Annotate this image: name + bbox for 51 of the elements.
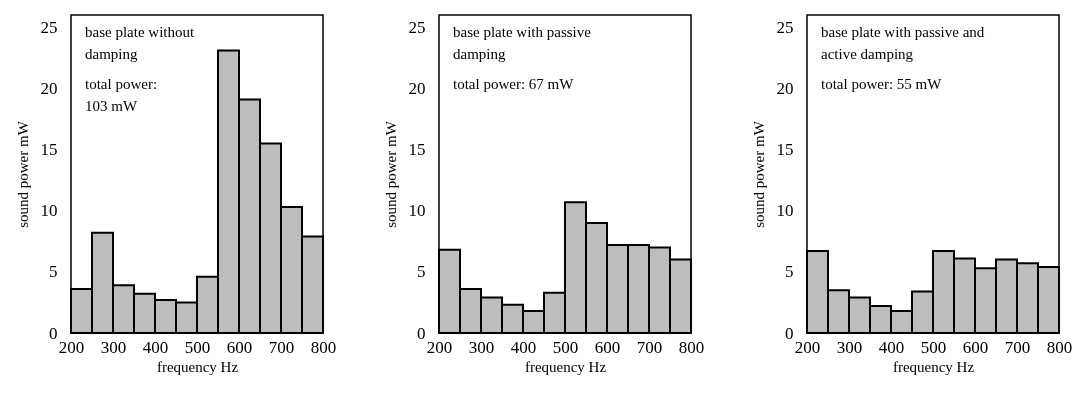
x-tick-label: 500 bbox=[920, 337, 947, 357]
y-tick-label: 15 bbox=[40, 140, 58, 160]
y-tick-label: 20 bbox=[408, 78, 426, 98]
x-axis-title: frequency Hz bbox=[892, 358, 975, 375]
annotation: total power: 55 mW bbox=[821, 76, 943, 92]
y-tick-label: 25 bbox=[408, 17, 426, 37]
x-tick-label: 700 bbox=[636, 337, 663, 357]
x-tick-label: 800 bbox=[678, 337, 705, 357]
x-tick-label: 700 bbox=[268, 337, 295, 357]
x-tick-label: 600 bbox=[962, 337, 989, 357]
x-tick-label: 800 bbox=[310, 337, 337, 357]
x-tick-label: 500 bbox=[552, 337, 579, 357]
y-tick-label: 0 bbox=[49, 323, 58, 343]
y-axis-title: sound power mW bbox=[14, 120, 31, 228]
y-tick-label: 20 bbox=[40, 78, 58, 98]
y-tick-label: 25 bbox=[776, 17, 794, 37]
x-tick-label: 300 bbox=[100, 337, 127, 357]
y-tick-label: 25 bbox=[40, 17, 58, 37]
y-tick-label: 0 bbox=[785, 323, 794, 343]
x-tick-label: 600 bbox=[226, 337, 253, 357]
x-tick-label: 400 bbox=[142, 337, 169, 357]
y-tick-label: 10 bbox=[40, 201, 58, 221]
y-tick-label: 10 bbox=[776, 201, 794, 221]
y-tick-label: 5 bbox=[417, 262, 426, 282]
x-axis-title: frequency Hz bbox=[156, 358, 239, 375]
x-tick-label: 400 bbox=[510, 337, 537, 357]
x-tick-label: 200 bbox=[794, 337, 821, 357]
x-tick-label: 700 bbox=[1004, 337, 1031, 357]
y-tick-label: 10 bbox=[408, 201, 426, 221]
y-tick-label: 15 bbox=[408, 140, 426, 160]
annotation: base plate without damping bbox=[85, 24, 195, 62]
y-tick-label: 5 bbox=[49, 262, 58, 282]
x-tick-label: 600 bbox=[594, 337, 621, 357]
x-tick-label: 200 bbox=[58, 337, 85, 357]
y-tick-label: 0 bbox=[417, 323, 426, 343]
x-tick-label: 800 bbox=[1046, 337, 1073, 357]
annotation: base plate with passive and active damping bbox=[821, 24, 985, 62]
x-tick-label: 300 bbox=[836, 337, 863, 357]
y-tick-label: 20 bbox=[776, 78, 794, 98]
x-tick-label: 200 bbox=[426, 337, 453, 357]
annotation: total power: 67 mW bbox=[453, 76, 575, 92]
annotation: total power: 103 mW bbox=[85, 76, 158, 114]
x-tick-label: 400 bbox=[878, 337, 905, 357]
annotation: base plate with passive damping bbox=[453, 24, 592, 62]
x-tick-label: 500 bbox=[184, 337, 211, 357]
y-axis-title: sound power mW bbox=[382, 120, 399, 228]
x-tick-label: 300 bbox=[468, 337, 495, 357]
y-tick-label: 15 bbox=[776, 140, 794, 160]
y-tick-label: 5 bbox=[785, 262, 794, 282]
x-axis-title: frequency Hz bbox=[524, 358, 607, 375]
y-axis-title: sound power mW bbox=[750, 120, 767, 228]
